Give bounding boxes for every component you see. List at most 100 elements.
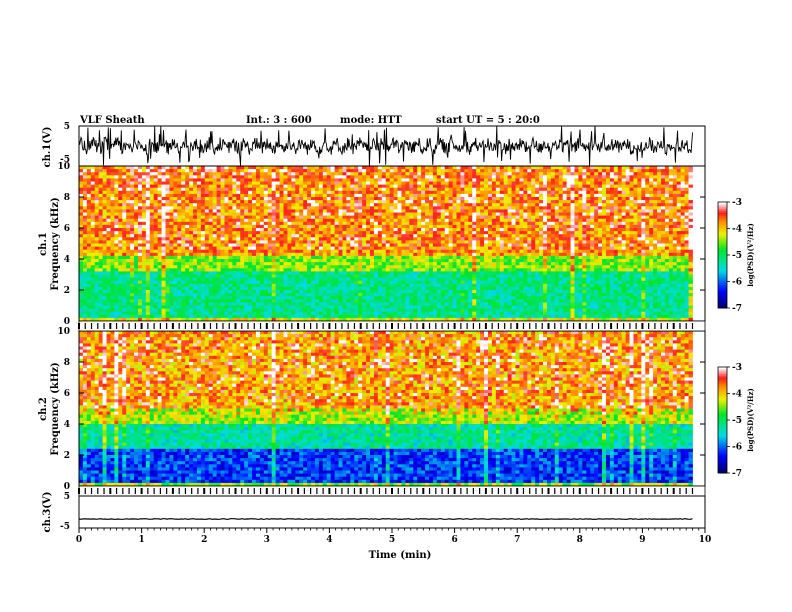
spectrogram-cell bbox=[346, 237, 351, 241]
spectrogram-cell bbox=[322, 231, 328, 235]
spectrogram-cell bbox=[370, 197, 375, 201]
spectrogram-cell bbox=[220, 187, 225, 192]
spectrogram-cell bbox=[161, 308, 166, 313]
spectrogram-cell bbox=[263, 305, 269, 309]
spectrogram-cell bbox=[318, 249, 324, 254]
spectrogram-cell bbox=[114, 231, 119, 235]
spectrogram-cell bbox=[165, 215, 170, 220]
spectrogram-cell bbox=[173, 302, 178, 306]
spectrogram-cell bbox=[212, 271, 218, 275]
spectrogram-cell bbox=[342, 178, 347, 182]
spectrogram-cell bbox=[259, 224, 265, 229]
spectrogram-cell bbox=[232, 240, 237, 244]
spectrogram-cell bbox=[259, 212, 265, 216]
spectrogram-cell bbox=[208, 237, 214, 241]
spectrogram-cell bbox=[244, 215, 249, 220]
spectrogram-cell bbox=[79, 317, 84, 322]
spectrogram-cell bbox=[153, 197, 159, 201]
spectrogram-cell bbox=[153, 268, 159, 272]
spectrogram-cell bbox=[149, 308, 155, 313]
spectrogram-cell bbox=[350, 175, 355, 179]
spectrogram-cell bbox=[436, 246, 442, 251]
spectrogram-cell bbox=[275, 274, 280, 278]
spectrogram-cell bbox=[338, 215, 343, 220]
spectrogram-cell bbox=[259, 190, 265, 195]
spectrogram-cell bbox=[224, 206, 229, 210]
spectrogram-cell bbox=[134, 200, 139, 204]
spectrogram-cell bbox=[255, 215, 261, 220]
spectrogram-cell bbox=[130, 305, 135, 309]
spectrogram-cell bbox=[216, 187, 221, 192]
spectrogram-cell bbox=[228, 215, 233, 220]
spectrogram-cell bbox=[173, 271, 178, 275]
spectrogram-cell bbox=[307, 221, 312, 226]
spectrogram-cell bbox=[460, 190, 465, 195]
spectrogram-cell bbox=[173, 246, 178, 251]
spectrogram-cell bbox=[397, 243, 402, 247]
spectrogram-cell bbox=[370, 268, 375, 272]
spectrogram-cell bbox=[137, 293, 143, 297]
spectrogram-cell bbox=[196, 178, 202, 182]
spectrogram-cell bbox=[421, 259, 426, 263]
spectrogram-cell bbox=[259, 215, 265, 220]
spectrogram-cell bbox=[248, 212, 253, 216]
spectrogram-cell bbox=[236, 212, 241, 216]
spectrogram-cell bbox=[452, 187, 457, 192]
spectrogram-cell bbox=[322, 206, 328, 210]
spectrogram-cell bbox=[216, 190, 221, 195]
spectrogram-cell bbox=[421, 197, 426, 201]
spectrogram-cell bbox=[303, 166, 308, 170]
spectrogram-cell bbox=[82, 265, 88, 269]
spectrogram-cell bbox=[405, 193, 410, 198]
spectrogram-cell bbox=[425, 286, 430, 291]
spectrogram-cell bbox=[271, 200, 277, 204]
spectrogram-cell bbox=[405, 209, 410, 213]
spectrogram-cell bbox=[173, 200, 178, 204]
spectrogram-cell bbox=[370, 224, 375, 229]
spectrogram-cell bbox=[338, 224, 343, 229]
spectrogram-cell bbox=[122, 206, 127, 210]
spectrogram-cell bbox=[255, 293, 261, 297]
spectrogram-cell bbox=[208, 215, 214, 220]
spectrogram-cell bbox=[228, 277, 233, 282]
spectrogram-cell bbox=[322, 197, 328, 201]
spectrogram-cell bbox=[295, 243, 300, 247]
spectrogram-cell bbox=[169, 252, 174, 257]
spectrogram-cell bbox=[271, 280, 277, 285]
spectrogram-cell bbox=[429, 187, 434, 192]
spectrogram-cell bbox=[106, 290, 111, 294]
spectrogram-cell bbox=[338, 271, 343, 275]
spectrogram-cell bbox=[358, 317, 363, 322]
spectrogram-cell bbox=[145, 184, 151, 189]
spectrogram-cell bbox=[338, 283, 343, 288]
spectrogram-cell bbox=[259, 203, 265, 207]
spectrogram-cell bbox=[110, 265, 115, 269]
spectrogram-cell bbox=[236, 246, 241, 251]
spectrogram-cell bbox=[342, 290, 347, 294]
spectrogram-cell bbox=[252, 221, 257, 226]
spectrogram-cell bbox=[429, 246, 434, 251]
spectrogram-cell bbox=[401, 234, 406, 238]
spectrogram-cell bbox=[291, 221, 296, 226]
spectrogram-cell bbox=[130, 274, 135, 278]
spectrogram-cell bbox=[299, 280, 304, 285]
spectrogram-cell bbox=[287, 262, 292, 266]
spectrogram-cell bbox=[409, 290, 414, 294]
spectrogram-cell bbox=[248, 317, 253, 322]
spectrogram-cell bbox=[145, 246, 151, 251]
spectrogram-cell bbox=[196, 175, 202, 179]
spectrogram-cell bbox=[303, 308, 308, 313]
spectrogram-cell bbox=[161, 209, 166, 213]
spectrogram-cell bbox=[275, 212, 280, 216]
spectrogram-cell bbox=[240, 283, 245, 288]
spectrogram-cell bbox=[307, 302, 312, 306]
spectrogram-cell bbox=[137, 265, 143, 269]
spectrogram-cell bbox=[456, 172, 461, 176]
spectrogram-cell bbox=[126, 290, 131, 294]
spectrogram-cell bbox=[432, 268, 438, 272]
spectrogram-cell bbox=[208, 234, 214, 238]
spectrogram-cell bbox=[373, 203, 379, 207]
spectrogram-cell bbox=[267, 184, 273, 189]
spectrogram-cell bbox=[401, 314, 406, 319]
spectrogram-cell bbox=[240, 234, 245, 238]
